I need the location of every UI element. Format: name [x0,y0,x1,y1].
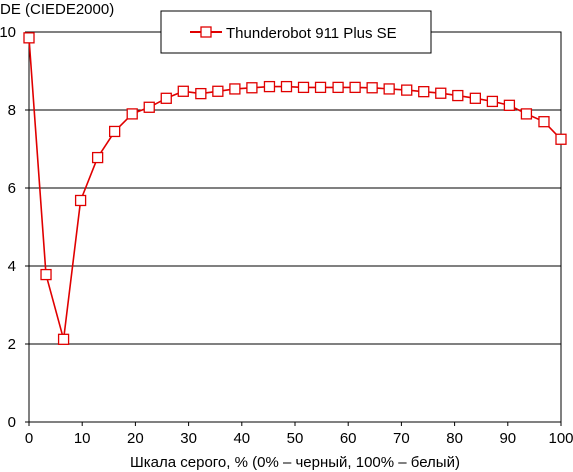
data-point [435,87,447,99]
x-tick-label: 80 [446,430,463,447]
data-point [486,95,499,108]
data-point [469,92,481,104]
x-tick-label: 20 [127,430,144,447]
data-point [538,116,550,128]
y-axis-ticks: 0 2 4 6 8 10 [0,24,29,431]
data-point [23,32,35,44]
y-tick-label: 4 [8,258,16,275]
data-point [126,108,138,120]
data-point [177,85,189,97]
x-tick-label: 0 [25,430,33,447]
series-layer [23,32,567,345]
data-point [212,85,224,97]
y-tick-label: 8 [8,102,16,119]
data-point [332,81,344,94]
y-tick-label: 10 [0,24,16,41]
data-point [418,86,430,98]
x-axis-label: Шкала серого, % (0% – черный, 100% – бел… [130,454,460,471]
data-point [520,108,533,120]
data-point [555,133,567,145]
data-point [91,151,104,164]
data-point [263,80,276,93]
data-point [383,83,395,95]
legend-series-label: Thunderobot 911 Plus SE [226,25,397,42]
y-axis-label: DE (CIEDE2000) [0,1,114,18]
data-point [143,101,155,113]
data-point [401,84,413,96]
data-point [452,89,464,102]
y-tick-label: 2 [8,336,16,353]
y-tick-label: 6 [8,180,16,197]
data-point [40,268,52,281]
plot-area-frame [28,31,562,423]
x-tick-label: 30 [180,430,197,447]
data-point [366,82,378,94]
x-tick-label: 10 [74,430,91,447]
data-point [503,99,516,111]
data-point [314,81,327,94]
data-point [109,125,121,138]
data-point [74,194,87,207]
y-tick-label: 0 [8,414,16,431]
x-axis-ticks: 0 10 20 30 40 50 60 70 80 90 100 [25,422,573,447]
data-point [349,81,361,94]
data-point [195,87,207,100]
x-tick-label: 70 [393,430,410,447]
data-point [160,92,172,104]
x-tick-label: 50 [287,430,304,447]
x-tick-label: 90 [499,430,516,447]
x-tick-label: 100 [548,430,573,447]
legend: Thunderobot 911 Plus SE [160,10,432,54]
series-line [28,37,562,341]
data-point [280,80,293,93]
data-point [57,333,70,345]
legend-marker-swatch [200,26,212,38]
data-point [229,83,241,95]
data-point [246,82,258,94]
data-point [297,81,310,94]
x-tick-label: 40 [233,430,250,447]
grid-lines [29,109,561,345]
x-tick-label: 60 [340,430,357,447]
